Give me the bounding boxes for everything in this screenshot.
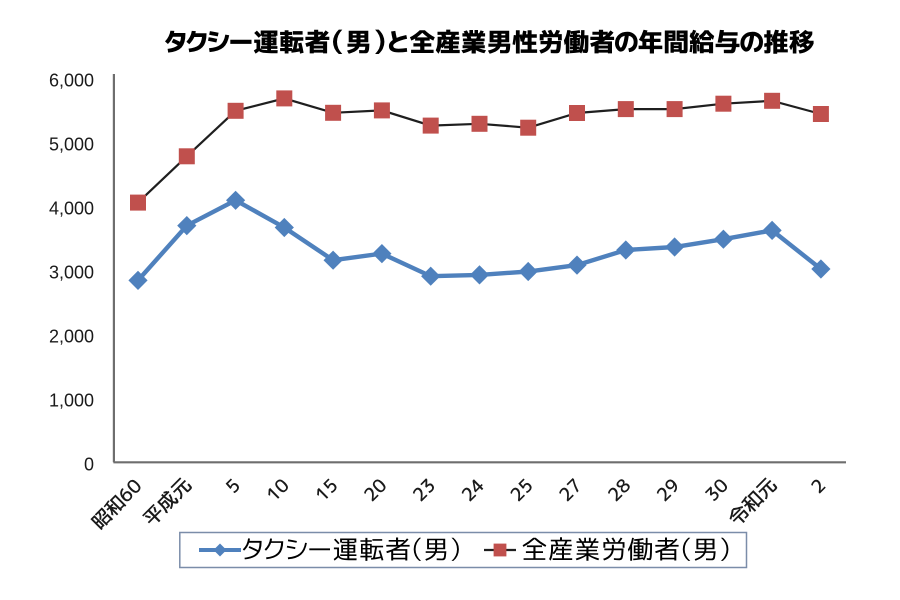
svg-text:3,000: 3,000 bbox=[49, 262, 94, 282]
svg-text:2,000: 2,000 bbox=[49, 326, 94, 346]
svg-text:0: 0 bbox=[84, 454, 94, 474]
svg-text:6,000: 6,000 bbox=[49, 70, 94, 90]
svg-text:4,000: 4,000 bbox=[49, 198, 94, 218]
svg-text:1,000: 1,000 bbox=[49, 390, 94, 410]
svg-text:5,000: 5,000 bbox=[49, 134, 94, 154]
